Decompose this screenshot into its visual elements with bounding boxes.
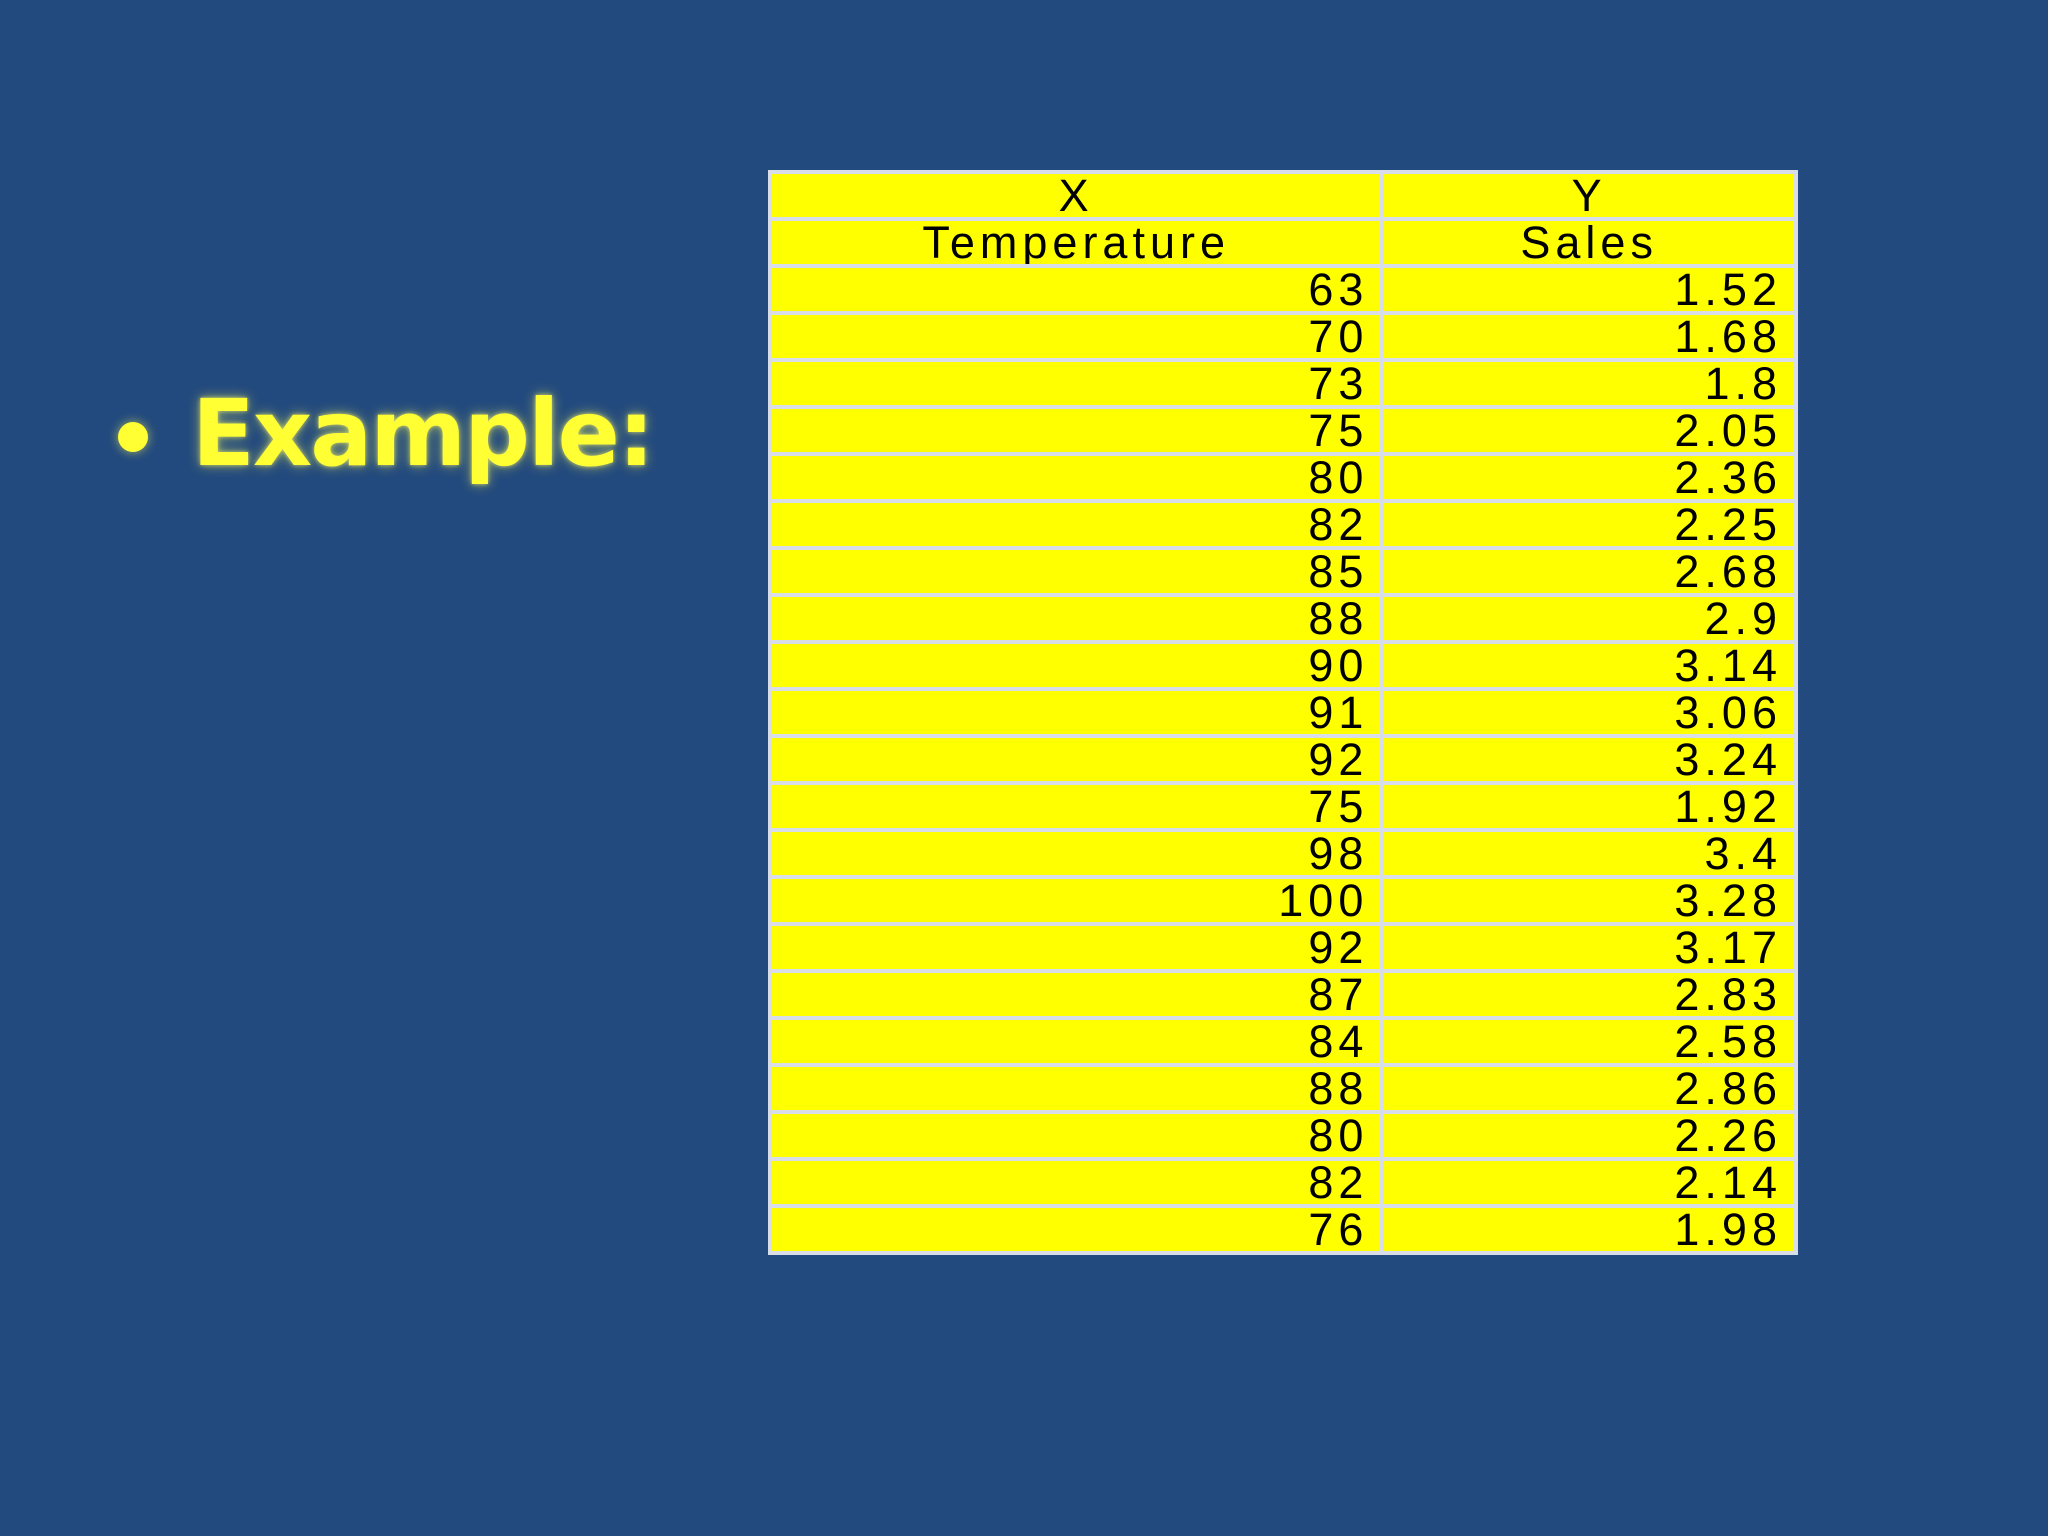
temperature-cell: 84	[767, 1016, 1385, 1067]
header-x: X	[767, 170, 1385, 221]
temperature-cell: 100	[767, 875, 1385, 926]
temperature-cell: 82	[767, 1157, 1385, 1208]
temperature-cell: 90	[767, 640, 1385, 691]
header-row-variables: X Y	[767, 170, 1798, 221]
sales-cell: 2.05	[1380, 405, 1798, 456]
table-row: 92 3.24	[767, 734, 1798, 785]
table-row: 76 1.98	[767, 1204, 1798, 1255]
table-row: 90 3.14	[767, 640, 1798, 691]
table-row: 80 2.36	[767, 452, 1798, 503]
bullet-item: Example:	[118, 380, 655, 487]
header-y: Y	[1380, 170, 1798, 221]
sales-cell: 2.83	[1380, 969, 1798, 1020]
table-row: 63 1.52	[767, 264, 1798, 315]
sales-cell: 2.26	[1380, 1110, 1798, 1161]
temperature-cell: 76	[767, 1204, 1385, 1255]
sales-cell: 2.25	[1380, 499, 1798, 550]
table-row: 84 2.58	[767, 1016, 1798, 1067]
sales-cell: 2.9	[1380, 593, 1798, 644]
sales-cell: 2.58	[1380, 1016, 1798, 1067]
table-row: 87 2.83	[767, 969, 1798, 1020]
table-row: 91 3.06	[767, 687, 1798, 738]
sales-cell: 2.14	[1380, 1157, 1798, 1208]
sales-cell: 2.36	[1380, 452, 1798, 503]
header-sales-label: Sales	[1520, 219, 1658, 266]
sales-cell: 3.24	[1380, 734, 1798, 785]
temperature-cell: 63	[767, 264, 1385, 315]
temperature-cell: 85	[767, 546, 1385, 597]
table-row: 73 1.8	[767, 358, 1798, 409]
sales-cell: 3.14	[1380, 640, 1798, 691]
sales-cell: 3.28	[1380, 875, 1798, 926]
sales-cell: 1.68	[1380, 311, 1798, 362]
sales-cell: 2.68	[1380, 546, 1798, 597]
table-row: 100 3.28	[767, 875, 1798, 926]
table-row: 70 1.68	[767, 311, 1798, 362]
sales-cell: 1.52	[1380, 264, 1798, 315]
bullet-dot-icon	[118, 421, 148, 452]
table-row: 98 3.4	[767, 828, 1798, 879]
temperature-cell: 92	[767, 922, 1385, 973]
sales-cell: 1.98	[1380, 1204, 1798, 1255]
temperature-cell: 73	[767, 358, 1385, 409]
temperature-cell: 70	[767, 311, 1385, 362]
sales-cell: 1.8	[1380, 358, 1798, 409]
sales-cell: 2.86	[1380, 1063, 1798, 1114]
temperature-cell: 75	[767, 405, 1385, 456]
temperature-cell: 91	[767, 687, 1385, 738]
temperature-cell: 88	[767, 1063, 1385, 1114]
sales-cell: 1.92	[1380, 781, 1798, 832]
temperature-cell: 80	[767, 452, 1385, 503]
temperature-cell: 98	[767, 828, 1385, 879]
temperature-cell: 80	[767, 1110, 1385, 1161]
temperature-cell: 87	[767, 969, 1385, 1020]
sales-cell: 3.06	[1380, 687, 1798, 738]
data-table: X Y Temperature Sales 63 1.52 70 1.68 73 1.8 7…	[767, 170, 1798, 1255]
temperature-cell: 82	[767, 499, 1385, 550]
table-row: 75 2.05	[767, 405, 1798, 456]
table-row: 82 2.25	[767, 499, 1798, 550]
temperature-cell: 88	[767, 593, 1385, 644]
table-row: 85 2.68	[767, 546, 1798, 597]
table-row: 88 2.86	[767, 1063, 1798, 1114]
table-row: 80 2.26	[767, 1110, 1798, 1161]
temperature-cell: 92	[767, 734, 1385, 785]
table-row: 75 1.92	[767, 781, 1798, 832]
header-temperature: Temperature	[767, 217, 1385, 268]
header-row-labels: Temperature Sales	[767, 217, 1798, 268]
header-sales: Sales	[1380, 217, 1798, 268]
table-row: 92 3.17	[767, 922, 1798, 973]
table-row: 88 2.9	[767, 593, 1798, 644]
table-row: 82 2.14	[767, 1157, 1798, 1208]
header-temperature-label: Temperature	[922, 219, 1230, 266]
bullet-text: Example:	[192, 380, 655, 487]
sales-cell: 3.17	[1380, 922, 1798, 973]
sales-cell: 3.4	[1380, 828, 1798, 879]
temperature-cell: 75	[767, 781, 1385, 832]
